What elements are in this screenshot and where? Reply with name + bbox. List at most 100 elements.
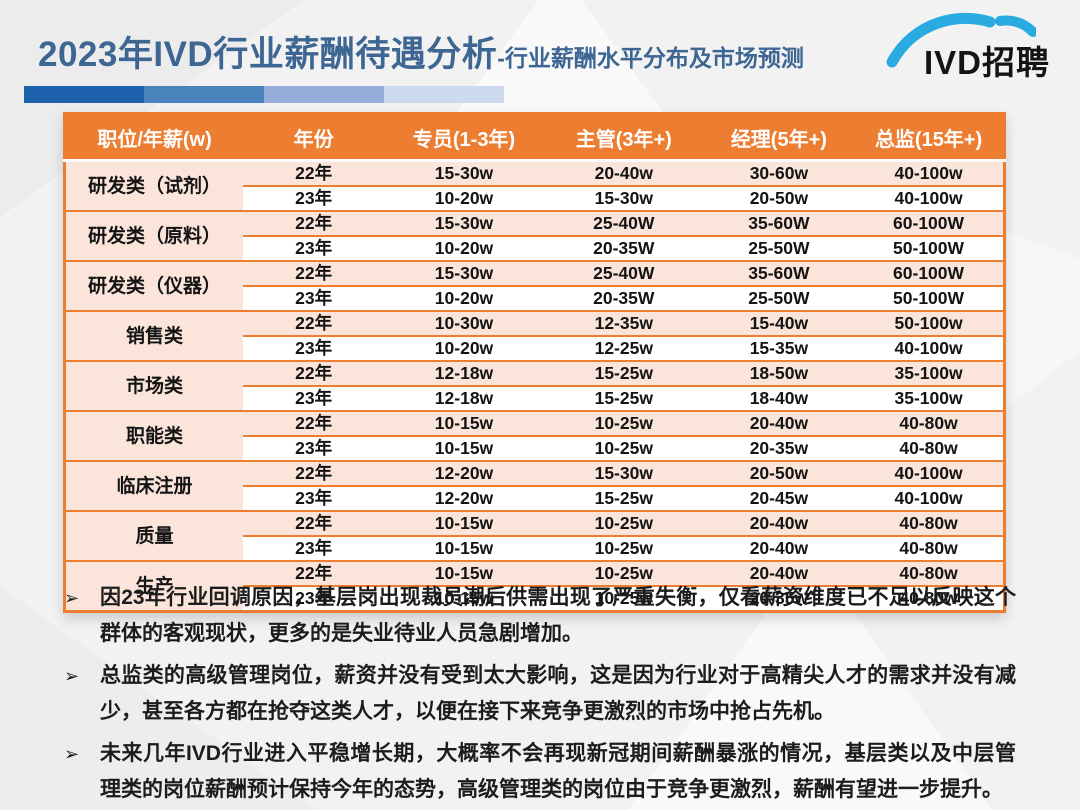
year-cell: 22年 [243,510,385,537]
note-item: ➢ 总监类的高级管理岗位，薪资并没有受到太大影响，这是因为行业对于高精尖人才的需… [64,658,1016,730]
column-header: 职位/年薪(w) [64,113,244,162]
year-cell: 22年 [243,560,385,587]
year-cell: 23年 [243,186,385,211]
accent-bar-segment [384,86,504,103]
salary-range-cell: 40-80w [854,536,1005,561]
table-body: 研发类（试剂） 22年 15-30w 20-40w 30-60w 40-100w 23年 10… [64,159,1005,612]
column-header: 经理(5年+) [703,113,855,162]
table-row: 市场类 22年 12-18w 15-25w 18-50w 35-100w [64,360,1005,411]
page-title-row: 2023年IVD行业薪酬待遇分析-行业薪酬水平分布及市场预测 [38,26,804,77]
salary-range-cell: 40-100w [854,336,1005,361]
salary-range-cell: 15-25w [543,386,704,411]
salary-range-cell: 10-25w [543,510,704,537]
table-row: 23年 10-15w 10-25w 20-35w 40-80w [65,436,1005,461]
table-row: 临床注册 22年 12-20w 15-30w 20-50w 40-100w [64,460,1005,511]
salary-range-cell: 35-100w [854,360,1005,387]
note-item: ➢ 未来几年IVD行业进入平稳增长期，大概率不会再现新冠期间薪酬暴涨的情况，基层… [64,736,1016,808]
salary-range-cell: 35-60W [703,260,855,287]
page-title: 2023年IVD行业薪酬待遇分析 [38,35,498,74]
salary-range-cell: 40-80w [854,510,1005,537]
table-row: 研发类（原料） 22年 15-30w 25-40W 35-60W 60-100W [64,210,1005,261]
table-row: 研发类（仪器） 22年 15-30w 25-40W 35-60W 60-100W [64,260,1005,311]
salary-range-cell: 20-40w [703,536,855,561]
salary-range-cell: 50-100W [854,236,1005,261]
category-cell: 研发类（仪器） [64,260,244,311]
page-subtitle: -行业薪酬水平分布及市场预测 [497,45,804,71]
salary-range-cell: 40-100w [854,159,1005,187]
salary-range-cell: 18-50w [703,360,855,387]
arrow-bullet-icon: ➢ [64,744,80,764]
accent-bar [24,86,504,103]
salary-range-cell: 25-50W [703,236,855,261]
accent-bar-segment [144,86,264,103]
salary-range-cell: 20-50w [703,460,855,487]
year-cell: 22年 [243,310,385,337]
year-cell: 22年 [243,210,385,237]
salary-range-cell: 50-100w [854,310,1005,337]
salary-range-cell: 15-30w [384,159,544,187]
salary-range-cell: 40-80w [854,560,1005,587]
salary-range-cell: 15-30w [543,460,704,487]
year-cell: 23年 [243,586,385,612]
year-cell: 22年 [243,159,385,187]
arrow-bullet-icon: ➢ [64,666,80,686]
year-cell: 22年 [243,410,385,437]
note-text: 未来几年IVD行业进入平稳增长期，大概率不会再现新冠期间薪酬暴涨的情况，基层类以… [100,742,1016,801]
arrow-bullet-icon: ➢ [64,588,80,608]
salary-range-cell: 40-100w [854,486,1005,511]
salary-range-cell: 10-20w [384,286,544,311]
table-row: 生产 22年 10-15w 10-25w 20-40w 40-80w [64,560,1005,612]
column-header: 总监(15年+) [854,113,1005,162]
salary-range-cell: 10-25w [543,536,704,561]
salary-range-cell: 25-40W [543,210,704,237]
salary-range-cell: 15-25w [543,486,704,511]
note-item: ➢ 因23年行业回调原因，基层岗出现裁员潮后供需出现了严重失衡，仅看薪资维度已不… [64,580,1016,652]
table-row: 23年 10-20w 15-30w 20-50w 40-100w [65,186,1005,211]
category-cell: 销售类 [64,310,244,361]
table-row: 研发类（试剂） 22年 15-30w 20-40w 30-60w 40-100w [64,159,1005,211]
salary-range-cell: 30-60w [703,159,855,187]
notes-section: ➢ 因23年行业回调原因，基层岗出现裁员潮后供需出现了严重失衡，仅看薪资维度已不… [64,580,1016,810]
year-cell: 22年 [243,460,385,487]
logo-text: IVD招聘 [924,44,1051,81]
salary-range-cell: 20-35w [703,436,855,461]
salary-range-cell: 12-18w [384,360,544,387]
logo-arc-icon [886,12,1036,68]
table-row: 23年 10-20w 12-25w 15-35w 40-100w [65,336,1005,361]
salary-range-cell: 12-35w [543,310,704,337]
salary-range-cell: 12-18w [384,386,544,411]
salary-range-cell: 20-40w [703,560,855,587]
table-row: 23年 10-15w 10-25w 20-35w 40-80w [65,586,1005,612]
salary-range-cell: 40-80w [854,586,1005,612]
salary-range-cell: 10-25w [543,410,704,437]
salary-range-cell: 20-40w [543,159,704,187]
salary-range-cell: 20-35W [543,236,704,261]
column-header: 专员(1-3年) [384,113,544,162]
salary-range-cell: 40-100w [854,186,1005,211]
note-text: 因23年行业回调原因，基层岗出现裁员潮后供需出现了严重失衡，仅看薪资维度已不足以… [100,586,1016,645]
salary-range-cell: 10-15w [384,586,544,612]
table-row: 23年 12-18w 15-25w 18-40w 35-100w [65,386,1005,411]
salary-range-cell: 15-30w [384,260,544,287]
salary-range-cell: 20-45w [703,486,855,511]
salary-range-cell: 12-25w [543,336,704,361]
year-cell: 23年 [243,336,385,361]
salary-range-cell: 25-40W [543,260,704,287]
ivd-zhaopin-logo: IVD招聘 [886,6,1066,86]
salary-range-cell: 10-25w [543,436,704,461]
salary-range-cell: 35-60W [703,210,855,237]
salary-range-cell: 15-30w [384,210,544,237]
table-row: 职能类 22年 10-15w 10-25w 20-40w 40-80w [64,410,1005,461]
salary-range-cell: 18-40w [703,386,855,411]
note-text: 总监类的高级管理岗位，薪资并没有受到太大影响，这是因为行业对于高精尖人才的需求并… [100,664,1016,723]
year-cell: 23年 [243,286,385,311]
salary-range-cell: 20-35w [703,586,855,612]
salary-range-cell: 35-100w [854,386,1005,411]
year-cell: 23年 [243,236,385,261]
accent-bar-segment [264,86,384,103]
salary-range-cell: 10-15w [384,560,544,587]
year-cell: 23年 [243,386,385,411]
column-header: 主管(3年+) [543,113,704,162]
salary-range-cell: 10-30w [384,310,544,337]
